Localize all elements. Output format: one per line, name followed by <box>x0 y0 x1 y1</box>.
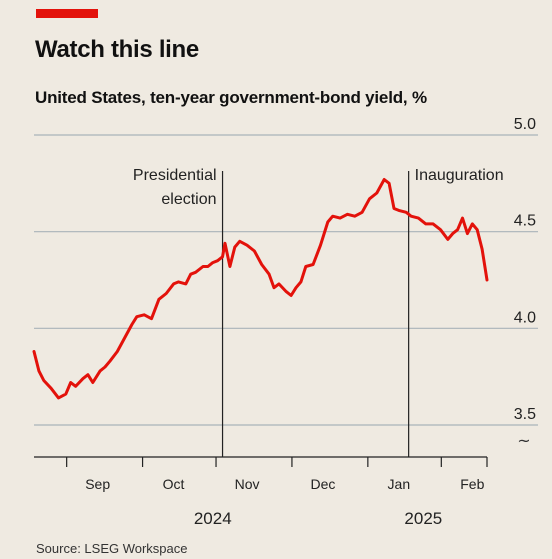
y-tick-label: 3.5 <box>514 406 536 423</box>
y-tick-label: 4.5 <box>514 213 536 230</box>
annotation-label: Presidential <box>133 167 217 184</box>
axis-break-symbol: ~ <box>517 431 530 450</box>
y-tick-label: 5.0 <box>514 116 536 133</box>
annotation-label: Inauguration <box>415 167 504 184</box>
x-tick-label: Sep <box>85 476 110 492</box>
x-tick-label: Jan <box>388 476 411 492</box>
annotation-label: election <box>161 191 216 208</box>
year-label: 2025 <box>404 509 442 528</box>
x-tick-label: Oct <box>163 476 185 492</box>
accent-tag <box>36 9 98 18</box>
chart-subtitle: United States, ten-year government-bond … <box>35 88 427 107</box>
series-line <box>32 178 489 400</box>
source-note: Source: LSEG Workspace <box>36 541 188 556</box>
year-label: 2024 <box>194 509 232 528</box>
y-tick-label: 4.0 <box>514 309 536 326</box>
x-tick-label: Feb <box>460 476 484 492</box>
x-tick-label: Nov <box>235 476 260 492</box>
x-tick-label: Dec <box>310 476 335 492</box>
chart-title: Watch this line <box>35 36 199 63</box>
